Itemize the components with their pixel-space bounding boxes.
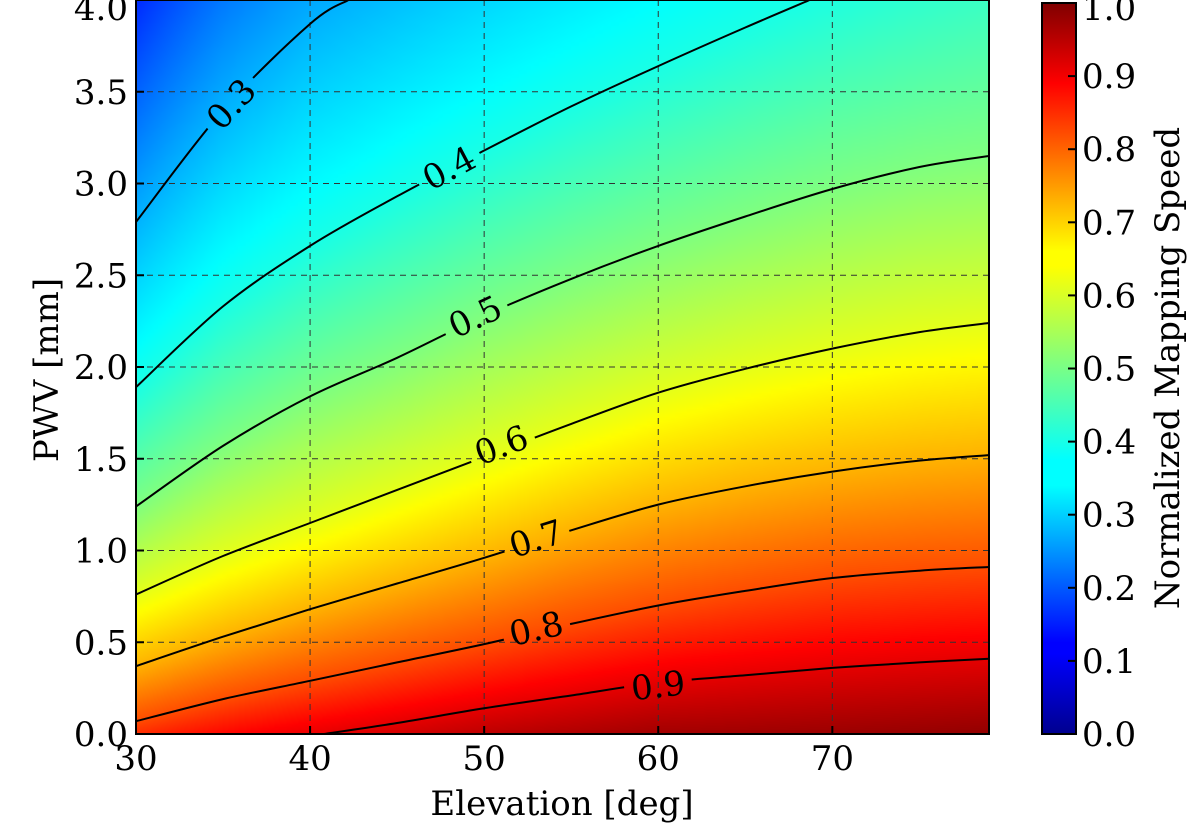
grid-lines [136, 0, 989, 734]
y-tick-label-0: 0.0 [74, 715, 128, 755]
y-tick-label-5: 2.5 [74, 256, 128, 296]
contour-line-0.7 [136, 454, 989, 668]
plot-area: 0.30.40.50.60.70.80.9 [136, 0, 989, 734]
colorbar-tick-label-6: 0.6 [1082, 276, 1136, 316]
y-tick-label-4: 2.0 [74, 348, 128, 388]
contour-line-0.4 [136, 0, 811, 388]
contour-line-0.5 [136, 155, 989, 508]
contour-line-0.6 [136, 322, 989, 596]
y-tick-label-6: 3.0 [74, 165, 128, 205]
y-tick-label-8: 4.0 [74, 0, 128, 29]
colorbar-tick-label-1: 0.1 [1082, 642, 1136, 682]
heatmap-image [136, 0, 989, 734]
x-axis-ticks: 30 40 50 60 70 [114, 726, 854, 779]
contour-line-0.3 [136, 0, 349, 223]
contour-line-0.9 [323, 657, 989, 734]
y-tick-label-7: 3.5 [74, 73, 128, 113]
x-tick-label-1: 40 [288, 739, 331, 779]
colorbar-tick-label-10: 1.0 [1082, 0, 1136, 29]
y-axis-ticks: 0.0 0.5 1.0 1.5 2.0 2.5 3.0 3.5 4.0 [74, 0, 144, 755]
colorbar-ticks: 0.0 0.1 0.2 0.3 0.4 0.5 0.6 0.7 0.8 0.9 1.0 [1068, 0, 1136, 755]
colorbar-tick-label-4: 0.4 [1082, 423, 1136, 463]
x-axis-label: Elevation [deg] [430, 784, 693, 824]
y-tick-label-3: 1.5 [74, 440, 128, 480]
y-tick-label-2: 1.0 [74, 532, 128, 572]
x-tick-label-3: 60 [637, 739, 680, 779]
y-axis-label: PWV [mm] [27, 278, 67, 462]
contour-label-0.9: 0.9 [629, 663, 687, 709]
x-tick-label-2: 50 [463, 739, 506, 779]
colorbar-tick-label-9: 0.9 [1082, 57, 1136, 97]
colorbar-tick-label-5: 0.5 [1082, 350, 1136, 390]
x-tick-label-0: 30 [114, 739, 157, 779]
colorbar-tick-label-8: 0.8 [1082, 130, 1136, 170]
x-tick-label-4: 70 [811, 739, 854, 779]
colorbar-tick-label-2: 0.2 [1082, 569, 1136, 609]
colorbar-tick-label-3: 0.3 [1082, 496, 1136, 536]
y-tick-label-1: 0.5 [74, 623, 128, 663]
colorbar: 0.0 0.1 0.2 0.3 0.4 0.5 0.6 0.7 0.8 0.9 1.0 Normal… [1041, 0, 1188, 755]
colorbar-tick-label-0: 0.0 [1082, 715, 1136, 755]
contour-line-0.8 [136, 566, 989, 723]
colorbar-tick-label-7: 0.7 [1082, 203, 1136, 243]
colorbar-label: Normalized Mapping Speed [1148, 127, 1188, 609]
